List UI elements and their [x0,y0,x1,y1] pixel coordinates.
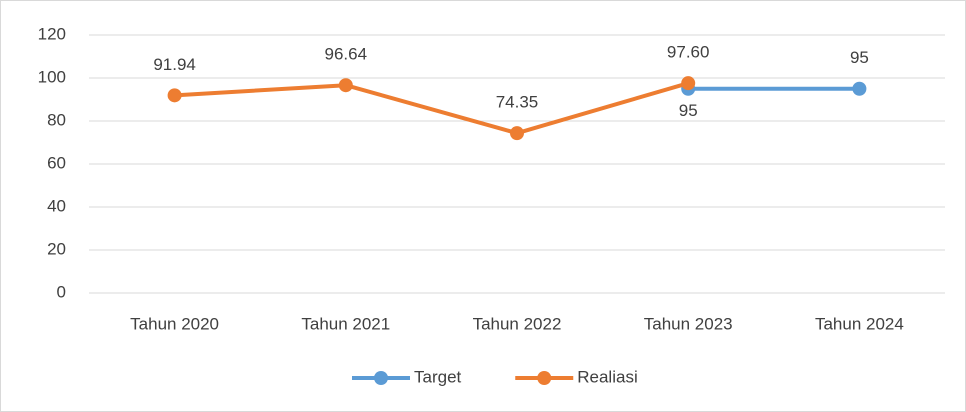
x-tick-label: Tahun 2023 [644,314,733,333]
data-label: 96.64 [325,45,368,64]
x-tick-label: Tahun 2024 [815,314,904,333]
x-tick-label: Tahun 2020 [130,314,219,333]
x-tick-label: Tahun 2021 [301,314,390,333]
y-tick-label: 80 [47,110,66,129]
point [681,76,696,91]
point [167,88,182,103]
point [510,126,524,141]
y-tick-label: 40 [47,196,66,215]
data-label: 95 [850,48,869,67]
point [852,81,867,96]
data-label: 74.35 [496,93,539,112]
legend-label: Realiasi [577,367,637,386]
series-line [174,81,689,136]
data-label: 97.60 [667,43,710,62]
y-tick-label: 60 [47,153,66,172]
legend-marker [374,371,388,385]
y-tick-label: 120 [38,24,66,43]
legend-marker [537,371,552,385]
y-tick-label: 100 [38,67,66,86]
data-label: 91.94 [153,55,196,74]
point [338,78,353,93]
y-tick-label: 0 [57,282,66,301]
data-label: 95 [679,101,698,120]
y-tick-label: 20 [47,239,66,258]
legend-label: Target [414,367,462,386]
x-tick-label: Tahun 2022 [473,314,562,333]
